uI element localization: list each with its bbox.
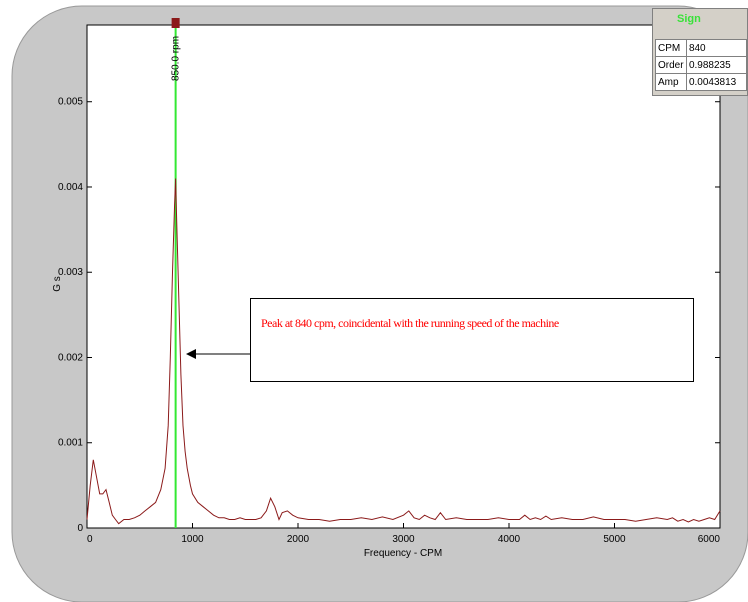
cursor-label: 850.0 rpm [171,36,182,81]
cursor-info-panel: Sign CPM 840 Order 0.988235 Amp 0.004381… [652,8,748,96]
annotation-arrow-head [186,349,196,359]
x-axis-label: Frequency - CPM [364,548,442,559]
x-tick-label: 6000 [698,534,721,545]
info-panel-title: Sign [677,13,701,25]
axis-ticks: 0 1000 2000 3000 4000 5000 6000 0 0.001 0.002 0.00… [58,97,721,545]
x-tick-label: 3000 [392,534,415,545]
y-tick-label: 0.005 [58,97,83,108]
x-tick-label: 2000 [287,534,310,545]
x-tick-label: 4000 [498,534,521,545]
info-key: CPM [655,39,687,57]
x-tick-label: 0 [87,534,93,545]
y-tick-label: 0.004 [58,182,83,193]
y-tick-label: 0 [77,523,83,534]
info-value: 840 [685,39,748,57]
info-table: CPM 840 Order 0.988235 Amp 0.0043813 [655,39,748,91]
info-key: Amp [655,73,687,91]
info-row: Amp 0.0043813 [655,73,748,91]
annotation-text: Peak at 840 cpm, coincidental with the r… [261,316,559,330]
y-tick-label: 0.001 [58,438,83,449]
info-row: Order 0.988235 [655,56,748,74]
x-tick-label: 5000 [603,534,626,545]
y-tick-label: 0.003 [58,267,83,278]
annotation-box: Peak at 840 cpm, coincidental with the r… [250,298,694,382]
info-value: 0.0043813 [685,73,748,91]
x-tick-label: 1000 [181,534,204,545]
plot-area [86,24,721,529]
info-value: 0.988235 [685,56,748,74]
info-key: Order [655,56,687,74]
y-tick-label: 0.002 [58,352,83,363]
info-row: CPM 840 [655,39,748,57]
y-axis-label: G s [52,276,63,292]
cursor-marker[interactable] [171,18,180,28]
series-line [86,178,721,525]
